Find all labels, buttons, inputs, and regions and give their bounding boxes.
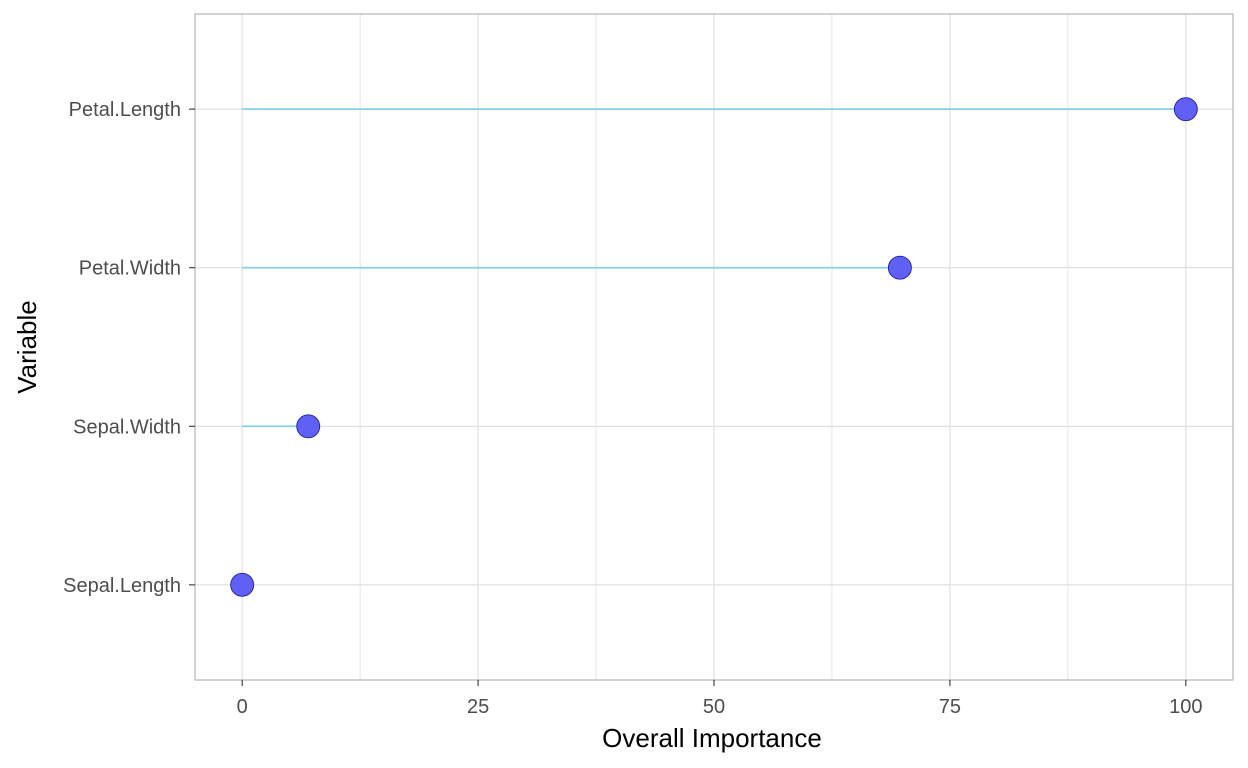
y-tick-label: Petal.Width [79,258,181,280]
x-tick-label: 25 [467,696,489,718]
x-axis: 0 25 50 75 100 [237,680,1203,718]
grid-lines [195,14,1233,680]
x-tick-label: 100 [1169,696,1202,718]
y-axis-title: Variable [12,300,42,393]
y-tick-label: Sepal.Length [63,575,181,597]
y-tick-label: Petal.Length [69,99,181,121]
lollipop-point [296,414,321,439]
lollipop-point [230,572,255,597]
x-axis-title: Overall Importance [602,723,822,753]
y-axis: Petal.Length Petal.Width Sepal.Width Sepal.… [63,99,195,597]
y-tick-label: Sepal.Width [73,416,181,438]
x-tick-label: 50 [703,696,725,718]
x-tick-label: 0 [237,696,248,718]
x-tick-label: 75 [939,696,961,718]
lollipop-point [887,255,912,280]
lollipop-points [230,97,1198,597]
lollipop-point [1173,97,1198,122]
